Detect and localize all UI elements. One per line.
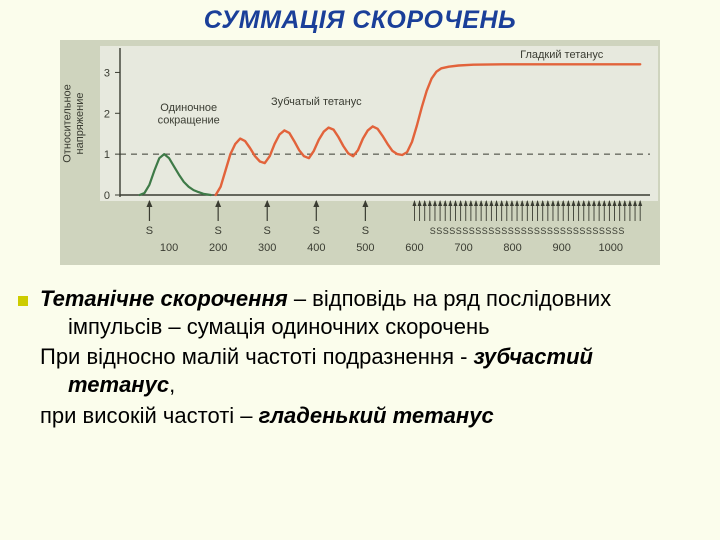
para-1: Тетанічне скорочення – відповідь на ряд …	[40, 285, 680, 341]
tetanus-chart: 0 1 2 3 Относительноенапряжение Одиночноесокр…	[60, 40, 660, 265]
svg-text:S: S	[214, 225, 221, 237]
para-3: при високій частоті – гладенький тетанус	[40, 402, 680, 430]
svg-text:500: 500	[356, 242, 374, 254]
term-smooth: гладенький тетанус	[259, 403, 494, 428]
svg-text:Относительноенапряжение: Относительноенапряжение	[62, 84, 86, 163]
body-text: Тетанічне скорочення – відповідь на ряд …	[40, 285, 680, 432]
para-3-pre: при високій частоті –	[40, 403, 259, 428]
svg-text:800: 800	[503, 242, 521, 254]
slide-title: СУММАЦІЯ СКОРОЧЕНЬ	[0, 6, 720, 35]
svg-text:1000: 1000	[598, 242, 622, 254]
svg-text:900: 900	[552, 242, 570, 254]
para-2-pre: При відносно малій частоті подразнення -	[40, 344, 474, 369]
svg-text:300: 300	[258, 242, 276, 254]
svg-text:600: 600	[405, 242, 423, 254]
svg-text:2: 2	[104, 108, 110, 120]
svg-text:700: 700	[454, 242, 472, 254]
svg-text:S: S	[264, 225, 271, 237]
svg-text:0: 0	[104, 190, 110, 202]
svg-text:Зубчатый тетанус: Зубчатый тетанус	[271, 96, 362, 108]
term-tetanic: Тетанічне скорочення	[40, 286, 288, 311]
svg-text:3: 3	[104, 67, 110, 79]
svg-text:1: 1	[104, 149, 110, 161]
para-2-post: ,	[169, 372, 175, 397]
svg-text:Одиночноесокращение: Одиночноесокращение	[158, 102, 220, 126]
svg-text:SSSSSSSSSSSSSSSSSSSSSSSSSSSSSS: SSSSSSSSSSSSSSSSSSSSSSSSSSSSSS	[430, 226, 625, 236]
svg-text:200: 200	[209, 242, 227, 254]
bullet-icon	[18, 296, 28, 306]
svg-text:Гладкий тетанус: Гладкий тетанус	[520, 49, 604, 61]
svg-text:S: S	[362, 225, 369, 237]
svg-text:S: S	[146, 225, 153, 237]
svg-text:100: 100	[160, 242, 178, 254]
para-2: При відносно малій частоті подразнення -…	[40, 343, 680, 399]
svg-text:400: 400	[307, 242, 325, 254]
svg-text:S: S	[313, 225, 320, 237]
